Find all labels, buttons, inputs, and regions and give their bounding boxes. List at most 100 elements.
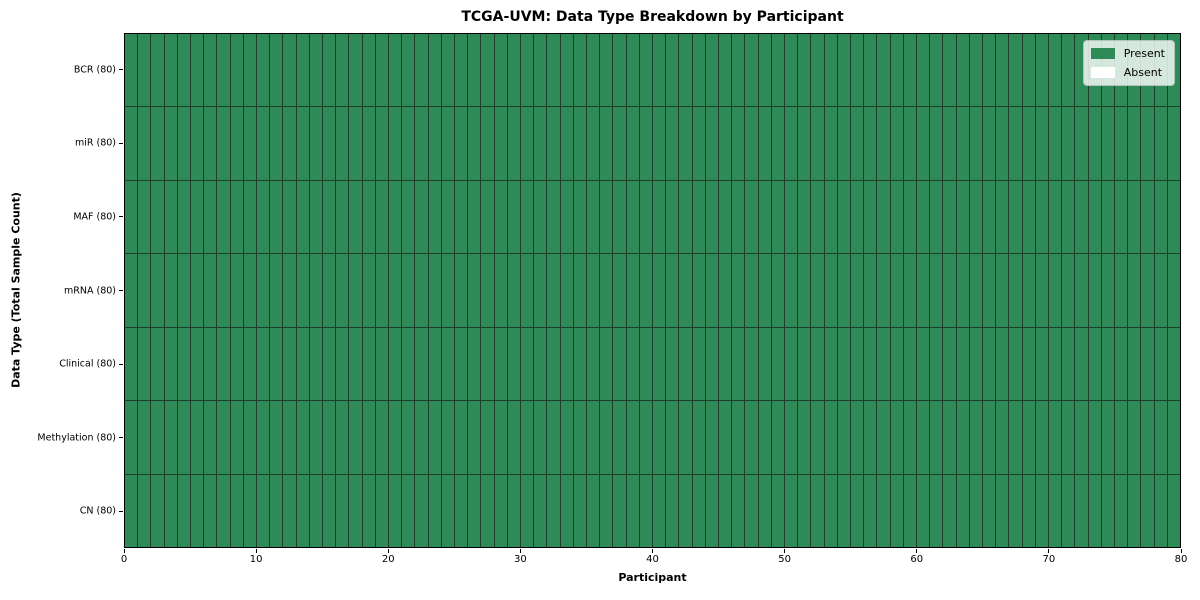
y-tick-label: BCR (80) <box>73 64 116 76</box>
x-tick-mark <box>1048 549 1050 553</box>
heatmap-cell <box>151 107 164 180</box>
heatmap-cell <box>1141 401 1154 474</box>
heatmap-cell <box>930 34 943 107</box>
heatmap-cell <box>349 107 362 180</box>
heatmap-cell <box>864 107 877 180</box>
heatmap-cell <box>362 254 375 327</box>
heatmap-cell <box>613 401 626 474</box>
heatmap-cell <box>1114 107 1128 180</box>
heatmap-cell <box>388 401 402 474</box>
heatmap-cell <box>468 327 481 401</box>
heatmap-cell <box>138 254 151 327</box>
y-tick-mark <box>119 142 123 144</box>
heatmap-cell <box>534 401 547 474</box>
heatmap-cell <box>415 327 428 401</box>
heatmap-cell <box>811 327 824 401</box>
heatmap-cell <box>864 34 877 107</box>
heatmap-cell <box>309 327 322 401</box>
heatmap-cell <box>586 254 600 327</box>
heatmap-cell <box>402 34 415 107</box>
x-tick-label: 50 <box>778 554 791 565</box>
heatmap-cell <box>771 107 784 180</box>
heatmap-cell <box>1048 327 1062 401</box>
heatmap-cell <box>956 327 969 401</box>
heatmap-cell <box>692 327 705 401</box>
heatmap-cell <box>520 34 534 107</box>
heatmap-cell <box>732 254 745 327</box>
heatmap-cell <box>190 327 204 401</box>
heatmap-cell <box>322 327 336 401</box>
heatmap-cell <box>784 327 798 401</box>
heatmap-cell <box>507 474 520 547</box>
heatmap-cell <box>586 401 600 474</box>
heatmap-cell <box>745 107 758 180</box>
heatmap-cell <box>1114 401 1128 474</box>
heatmap-cell <box>190 107 204 180</box>
heatmap-cell <box>362 474 375 547</box>
heatmap-cell <box>1088 327 1101 401</box>
heatmap-cell <box>1167 401 1180 474</box>
heatmap-cell <box>916 474 930 547</box>
heatmap-cell <box>718 327 732 401</box>
heatmap-cell <box>336 254 349 327</box>
heatmap-cell <box>336 401 349 474</box>
x-tick-label: 60 <box>910 554 924 565</box>
legend-swatch-icon <box>1090 48 1115 59</box>
heatmap-cell <box>626 327 639 401</box>
heatmap-cell <box>1114 180 1128 254</box>
heatmap-cell <box>600 327 613 401</box>
heatmap-cell <box>243 254 256 327</box>
heatmap-cell <box>943 34 956 107</box>
heatmap-cell <box>494 401 507 474</box>
heatmap-cell <box>903 107 916 180</box>
x-tick-mark <box>255 549 257 553</box>
heatmap-cell <box>679 180 692 254</box>
heatmap-cell <box>666 401 679 474</box>
heatmap-cell <box>454 254 468 327</box>
heatmap-cell <box>732 327 745 401</box>
heatmap-cell <box>1048 180 1062 254</box>
heatmap-cell <box>916 327 930 401</box>
heatmap-cell <box>864 254 877 327</box>
x-tick-label: 40 <box>646 554 659 565</box>
heatmap-cell <box>164 327 177 401</box>
heatmap-cell <box>996 327 1009 401</box>
heatmap-cell <box>388 254 402 327</box>
heatmap-cell <box>1035 254 1048 327</box>
heatmap-cell <box>428 180 441 254</box>
heatmap-cell <box>877 180 890 254</box>
heatmap-cell <box>613 474 626 547</box>
heatmap-cell <box>679 34 692 107</box>
heatmap-cell <box>956 107 969 180</box>
heatmap-cell <box>705 327 718 401</box>
heatmap-cell <box>164 254 177 327</box>
heatmap-cell <box>600 401 613 474</box>
heatmap-cell <box>534 254 547 327</box>
heatmap-cell <box>692 180 705 254</box>
heatmap-cell <box>996 401 1009 474</box>
heatmap-cell <box>1009 180 1022 254</box>
heatmap-cell <box>626 180 639 254</box>
heatmap-cell <box>415 474 428 547</box>
heatmap-cell <box>679 474 692 547</box>
heatmap-cell <box>520 327 534 401</box>
heatmap-cell <box>494 180 507 254</box>
heatmap-cell <box>309 180 322 254</box>
legend-entry: Present <box>1090 47 1165 60</box>
heatmap-cell <box>125 474 138 547</box>
heatmap-cell <box>1009 327 1022 401</box>
heatmap-cell <box>520 254 534 327</box>
heatmap-cell <box>349 401 362 474</box>
heatmap-cell <box>402 254 415 327</box>
heatmap-cell <box>626 254 639 327</box>
heatmap-cell <box>1101 180 1114 254</box>
heatmap-cell <box>890 107 903 180</box>
heatmap-cell <box>1128 107 1141 180</box>
heatmap-cell <box>864 474 877 547</box>
x-tick-label: 70 <box>1042 554 1056 565</box>
heatmap-cell <box>441 401 454 474</box>
heatmap-cell <box>204 474 217 547</box>
heatmap-cell <box>626 34 639 107</box>
heatmap-cell <box>481 34 494 107</box>
legend-entry: Absent <box>1090 66 1165 79</box>
